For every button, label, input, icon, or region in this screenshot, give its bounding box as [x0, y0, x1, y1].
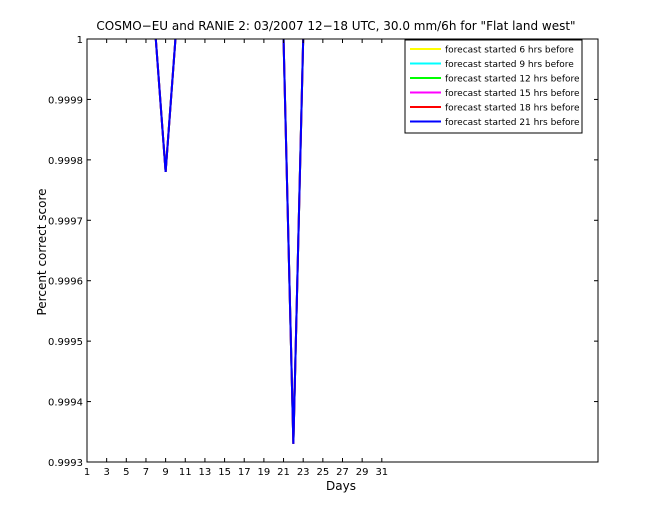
x-tick-label: 31: [375, 467, 388, 478]
series-line: [154, 39, 177, 173]
legend-label: forecast started 15 hrs before: [445, 89, 580, 99]
series-line: [282, 39, 305, 444]
x-tick-label: 29: [356, 467, 369, 478]
legend-box: [404, 39, 583, 134]
legend-label: forecast started 12 hrs before: [445, 75, 580, 85]
y-tick-label: 0.9996: [48, 277, 83, 288]
x-axis: 1 3 5 7 9 11 13 15 17 19 21 23 25 27 29 31: [84, 39, 388, 478]
x-tick-label: 13: [199, 467, 212, 478]
legend: forecast started 6 hrs before forecast st…: [404, 39, 583, 134]
x-tick-label: 23: [297, 467, 310, 478]
legend-label: forecast started 21 hrs before: [445, 118, 580, 128]
x-tick-label: 7: [143, 467, 149, 478]
x-tick-label: 17: [238, 467, 251, 478]
y-axis: 0.9993 0.9994 0.9995 0.9996 0.9997 0.9998 0.99…: [48, 35, 598, 469]
y-axis-label: Percent correct score: [35, 188, 49, 315]
series-layer: [154, 39, 305, 444]
x-tick-label: 19: [258, 467, 271, 478]
chart-title: COSMO−EU and RANIE 2: 03/2007 12−18 UTC,…: [96, 19, 575, 33]
x-tick-label: 3: [103, 467, 109, 478]
legend-label: forecast started 18 hrs before: [445, 104, 580, 114]
y-tick-label: 0.9995: [48, 337, 83, 348]
x-tick-label: 1: [84, 467, 90, 478]
y-tick-label: 0.9999: [48, 95, 83, 106]
x-tick-label: 11: [179, 467, 192, 478]
y-tick-label: 0.9998: [48, 156, 83, 167]
legend-label: forecast started 6 hrs before: [445, 46, 574, 56]
x-tick-label: 15: [218, 467, 231, 478]
x-tick-label: 25: [316, 467, 329, 478]
y-tick-label: 0.9997: [48, 216, 83, 227]
y-tick-label: 0.9994: [48, 398, 83, 409]
y-tick-label: 1: [77, 35, 83, 46]
x-axis-label: Days: [326, 479, 356, 493]
y-tick-label: 0.9993: [48, 458, 83, 469]
legend-label: forecast started 9 hrs before: [445, 60, 574, 70]
x-tick-label: 9: [162, 467, 168, 478]
x-tick-label: 5: [123, 467, 129, 478]
x-tick-label: 21: [277, 467, 290, 478]
x-tick-label: 27: [336, 467, 349, 478]
